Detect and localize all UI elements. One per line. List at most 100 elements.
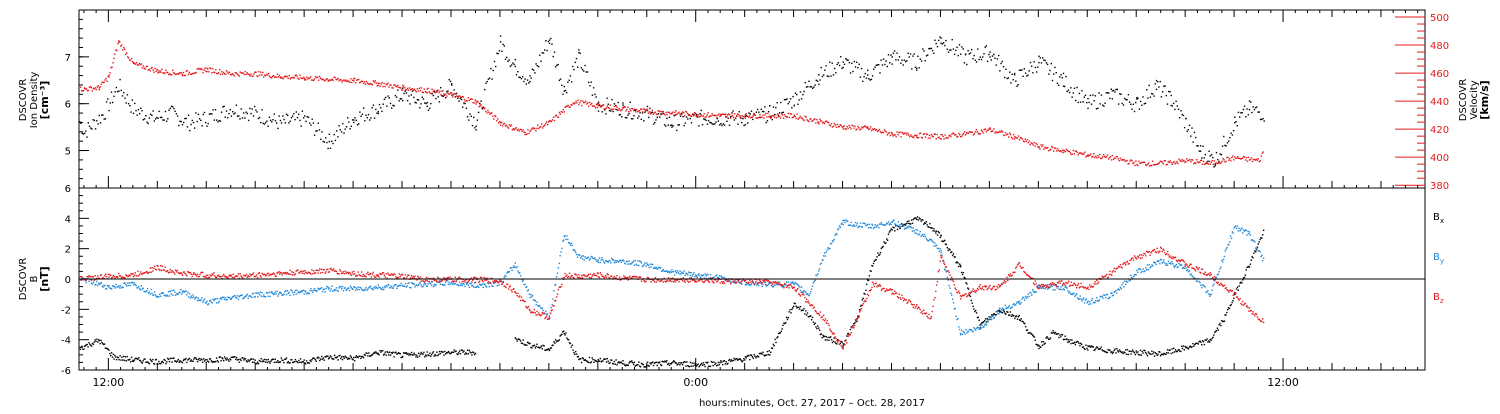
- data-point-velocity: [1173, 160, 1175, 163]
- data-point-velocity: [1148, 165, 1151, 167]
- data-point-velocity: [323, 80, 326, 82]
- data-point-velocity: [678, 111, 680, 113]
- data-point-bx: [686, 361, 688, 363]
- data-point-velocity: [1256, 159, 1258, 161]
- data-point-bx: [661, 360, 664, 363]
- data-point-velocity: [561, 111, 563, 113]
- data-point-ion-density: [499, 41, 502, 43]
- data-point-by: [214, 298, 216, 300]
- data-point-velocity: [891, 133, 893, 136]
- data-point-by: [764, 281, 766, 284]
- data-point-ion-density: [856, 61, 858, 63]
- data-point-ion-density: [810, 86, 813, 88]
- data-point-bx: [620, 361, 623, 363]
- data-point-bx: [548, 349, 551, 351]
- data-point-bx: [114, 354, 116, 357]
- data-point-velocity: [526, 133, 528, 135]
- data-point-bx: [563, 330, 565, 332]
- data-point-ion-density: [1089, 94, 1092, 97]
- data-point-by: [1186, 269, 1188, 272]
- data-point-by: [874, 224, 876, 226]
- data-point-ion-density: [349, 128, 351, 130]
- data-point-bx: [749, 358, 751, 361]
- data-point-bx: [447, 350, 450, 353]
- data-point-velocity: [294, 75, 296, 77]
- data-point-velocity: [850, 128, 852, 130]
- data-point-velocity: [1024, 138, 1026, 140]
- data-point-by: [1099, 295, 1101, 298]
- data-point-velocity: [938, 136, 940, 138]
- data-point-by: [223, 298, 226, 300]
- data-point-bx: [660, 364, 662, 366]
- data-point-by: [1239, 230, 1241, 232]
- data-point-by: [1230, 237, 1233, 239]
- data-point-by: [646, 262, 648, 264]
- data-point-ion-density: [526, 79, 529, 81]
- data-point-bx: [1102, 350, 1104, 352]
- data-point-bx: [570, 346, 572, 348]
- data-point-velocity: [815, 122, 817, 124]
- data-point-by: [588, 259, 591, 261]
- data-point-by: [1046, 286, 1048, 289]
- data-point-ion-density: [696, 116, 699, 118]
- data-point-velocity: [1123, 158, 1125, 161]
- data-point-by: [343, 287, 345, 289]
- data-point-ion-density: [742, 118, 744, 120]
- data-point-bx: [220, 360, 222, 362]
- data-point-ion-density: [1149, 96, 1152, 98]
- data-point-bx: [541, 348, 543, 350]
- data-point-bx: [326, 355, 328, 357]
- data-point-by: [405, 286, 407, 288]
- data-point-velocity: [704, 116, 706, 118]
- data-point-ion-density: [603, 109, 606, 111]
- data-point-bx: [328, 357, 330, 359]
- data-point-velocity: [1118, 159, 1120, 162]
- data-point-by: [448, 281, 450, 283]
- data-point-bx: [87, 346, 89, 348]
- data-point-velocity: [991, 130, 993, 132]
- data-point-by: [514, 266, 516, 268]
- data-point-velocity: [121, 44, 123, 46]
- data-point-by: [1104, 294, 1106, 296]
- data-point-ion-density: [846, 59, 848, 61]
- data-point-by: [420, 284, 422, 286]
- data-point-by: [692, 273, 694, 276]
- data-point-by: [1093, 301, 1095, 304]
- data-point-velocity: [760, 116, 762, 119]
- data-point-by: [1145, 267, 1147, 269]
- data-point-by: [115, 283, 117, 286]
- data-point-bx: [831, 341, 834, 344]
- data-point-bx: [174, 360, 177, 362]
- data-point-bx: [752, 357, 754, 359]
- data-point-velocity: [355, 82, 357, 84]
- data-point-velocity: [1093, 153, 1095, 155]
- data-point-bx: [199, 359, 201, 362]
- data-point-by: [124, 282, 126, 284]
- data-point-velocity: [828, 124, 831, 126]
- data-point-velocity: [936, 133, 938, 136]
- data-point-ion-density: [1137, 97, 1139, 99]
- data-point-ion-density: [842, 66, 844, 69]
- data-point-by: [1107, 297, 1109, 300]
- data-point-ion-density: [917, 55, 919, 57]
- data-point-ion-density: [548, 39, 551, 41]
- data-point-bx: [912, 218, 914, 221]
- data-point-velocity: [1252, 158, 1255, 161]
- data-point-velocity: [863, 126, 865, 128]
- data-point-bx: [398, 352, 401, 354]
- data-point-bx: [1009, 311, 1012, 313]
- data-point-by: [792, 281, 794, 283]
- data-point-velocity: [387, 82, 389, 84]
- data-point-ion-density: [771, 118, 773, 121]
- data-point-by: [987, 321, 989, 323]
- data-point-bx: [1017, 316, 1020, 318]
- data-point-bx: [793, 302, 795, 304]
- data-point-ion-density: [1136, 98, 1138, 100]
- data-point-velocity: [299, 74, 301, 76]
- data-point-by: [378, 286, 380, 289]
- data-point-bx: [369, 355, 372, 357]
- data-point-velocity: [1076, 151, 1078, 153]
- data-point-by: [142, 287, 144, 289]
- data-point-bx: [779, 332, 782, 334]
- data-point-bx: [931, 227, 933, 229]
